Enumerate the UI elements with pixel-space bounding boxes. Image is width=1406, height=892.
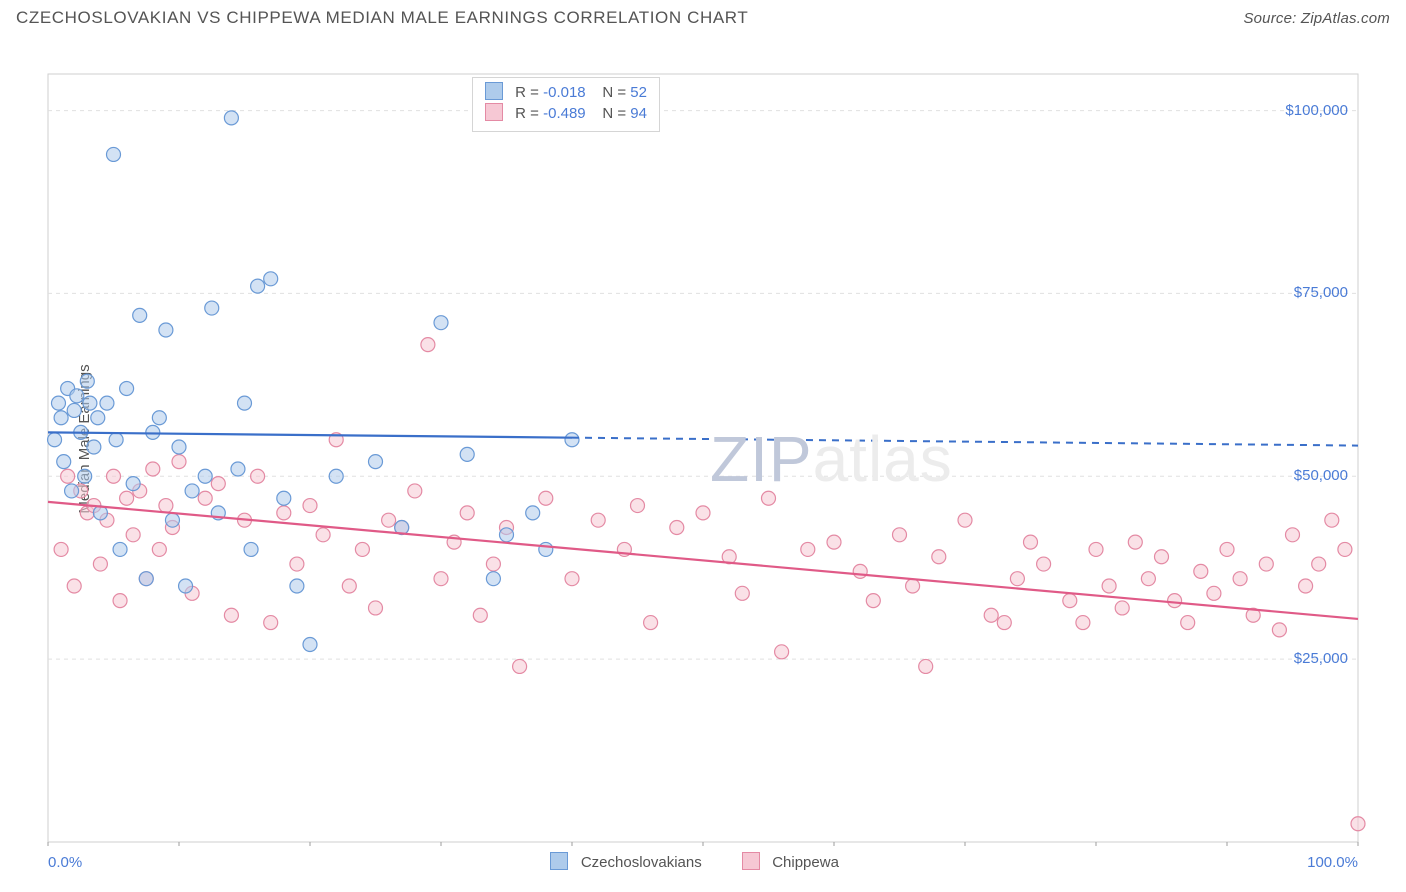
series1-swatch-icon [550,852,568,870]
source-prefix: Source: [1243,10,1300,27]
n-value-1: 52 [630,84,647,101]
n-value-2: 94 [630,105,647,122]
chart-stage: Median Male Earnings ZIPatlas R = -0.018… [0,32,1406,846]
chart-source: Source: ZipAtlas.com [1243,10,1390,27]
series2-swatch-icon [742,852,760,870]
n-label-1: N = [602,84,626,101]
series2-label: Chippewa [772,854,839,871]
legend-item-1: Czechoslovakians [550,852,701,872]
r-label-1: R = [515,84,539,101]
source-name: ZipAtlas.com [1301,10,1390,27]
scatter-chart [0,32,1406,846]
series1-swatch-icon [485,82,503,100]
y-tick-label: $100,000 [1285,102,1348,119]
series1-label: Czechoslovakians [581,854,702,871]
r-label-2: R = [515,105,539,122]
correlation-row-2: R = -0.489 N = 94 [485,103,647,124]
y-tick-label: $75,000 [1294,284,1348,301]
correlation-row-1: R = -0.018 N = 52 [485,82,647,103]
correlation-box: R = -0.018 N = 52 R = -0.489 N = 94 [472,77,660,132]
x-axis-min: 0.0% [48,854,82,871]
y-tick-label: $25,000 [1294,650,1348,667]
legend-item-2: Chippewa [742,852,839,872]
y-tick-label: $50,000 [1294,467,1348,484]
series2-swatch-icon [485,103,503,121]
x-axis-max: 100.0% [1307,854,1358,871]
r-value-2: -0.489 [543,105,586,122]
chart-title: CZECHOSLOVAKIAN VS CHIPPEWA MEDIAN MALE … [16,8,748,28]
r-value-1: -0.018 [543,84,586,101]
n-label-2: N = [602,105,626,122]
bottom-legend: Czechoslovakians Chippewa [550,852,839,872]
